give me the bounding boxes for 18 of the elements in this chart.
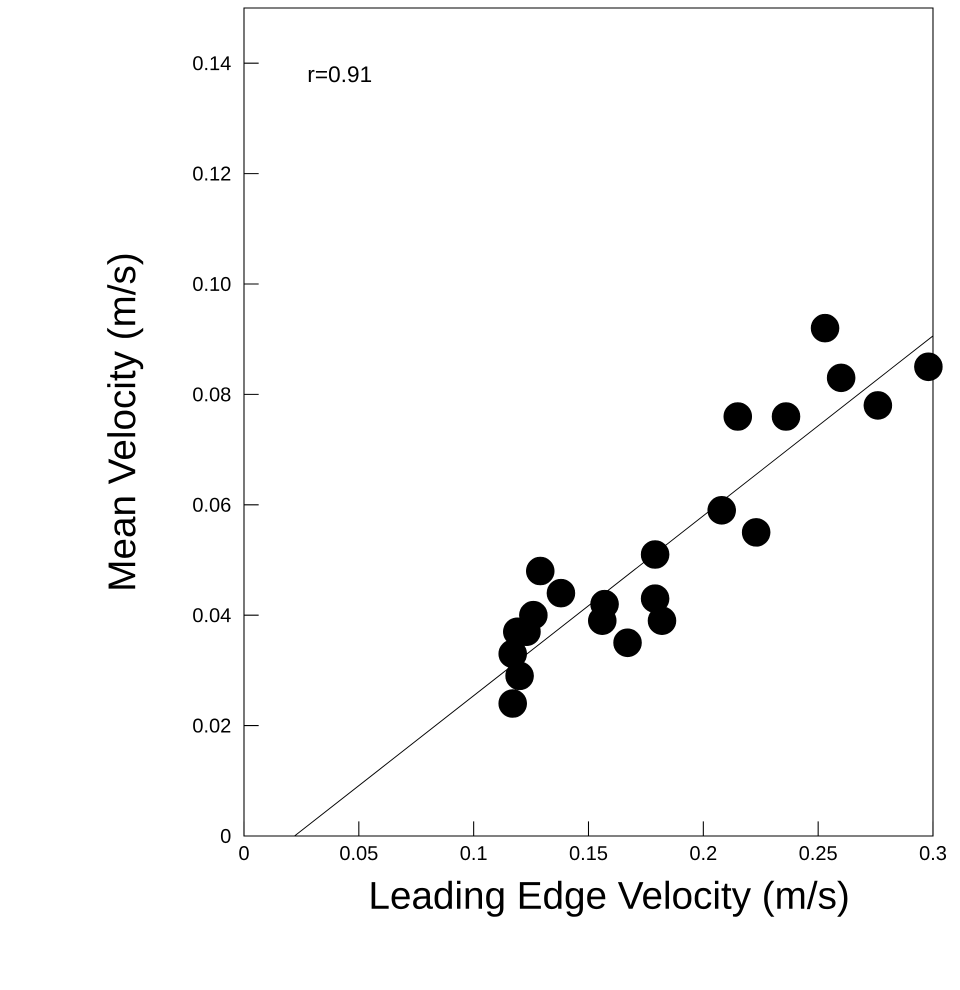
x-tick-label: 0.25 xyxy=(799,846,837,860)
x-tick-label: 0.15 xyxy=(570,846,608,860)
x-tick-label: 0.1 xyxy=(460,846,487,860)
y-tick-label: 0.06 xyxy=(193,498,230,512)
y-tick-label: 0.10 xyxy=(193,276,230,292)
x-tick-label: 0.2 xyxy=(690,846,716,860)
y-tick-label: 0.12 xyxy=(193,166,230,181)
y-tick-label: 0.08 xyxy=(193,387,230,402)
annotation: r=0.91 xyxy=(308,66,372,82)
y-tick-label: 0.14 xyxy=(193,56,231,70)
y-tick-label: 0.02 xyxy=(193,718,230,733)
y-tick-label: 0 xyxy=(220,828,230,844)
x-axis-title: Leading Edge Velocity (m/s) xyxy=(372,880,848,917)
y-axis-title: Mean Velocity (m/s) xyxy=(107,254,144,589)
x-tick-label: 0 xyxy=(239,846,249,860)
x-tick-label: 0.05 xyxy=(340,846,378,860)
y-tick-label: 0.04 xyxy=(193,608,231,622)
x-tick-label: 0.3 xyxy=(920,846,946,860)
